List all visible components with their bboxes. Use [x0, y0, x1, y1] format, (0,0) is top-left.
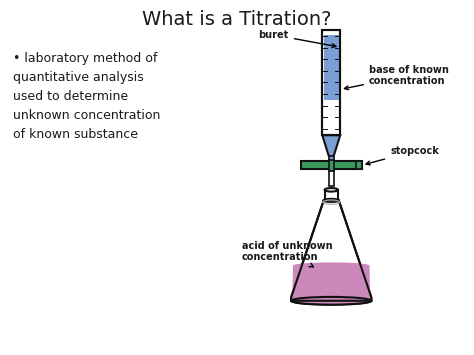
Text: buret: buret [259, 30, 336, 48]
Text: stopcock: stopcock [366, 146, 439, 165]
Ellipse shape [292, 297, 370, 304]
Bar [301, 161, 362, 169]
Text: base of known
concentration: base of known concentration [345, 65, 449, 90]
Bar [322, 29, 340, 135]
Bar [356, 161, 362, 169]
Ellipse shape [323, 199, 339, 202]
Polygon shape [322, 135, 340, 156]
Bar [325, 190, 338, 200]
Ellipse shape [291, 297, 371, 305]
Polygon shape [292, 266, 370, 301]
Bar [329, 160, 334, 171]
Text: • laboratory method of
quantitative analysis
used to determine
unknown concentra: • laboratory method of quantitative anal… [13, 53, 161, 141]
Bar [324, 35, 339, 100]
Text: acid of unknown
concentration: acid of unknown concentration [242, 241, 332, 267]
Bar [322, 29, 340, 135]
Text: What is a Titration?: What is a Titration? [142, 10, 332, 29]
Bar [329, 156, 334, 161]
Bar [329, 169, 334, 186]
Ellipse shape [293, 262, 369, 269]
Ellipse shape [325, 188, 338, 192]
Polygon shape [291, 200, 371, 301]
